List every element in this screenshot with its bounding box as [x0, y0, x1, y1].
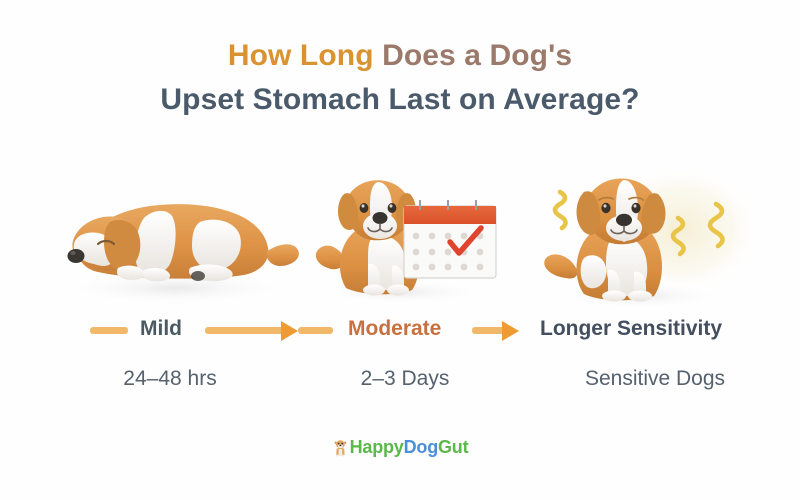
progression-flow-row: Mild Moderate Longer Sensitivity	[0, 312, 800, 346]
caption-longer-duration: Sensitive Dogs	[584, 367, 726, 390]
arrow-shaft-tail	[298, 327, 333, 334]
dog-with-calendar-photo	[310, 160, 510, 315]
logo-text-dog: Dog	[403, 437, 439, 457]
brand-logo[interactable]: HappyDogGut	[0, 434, 800, 460]
arrow-head	[281, 321, 298, 341]
title-line-1: How Long Does a Dog's	[0, 34, 800, 78]
arrow-shaft	[205, 327, 285, 334]
flow-arrow-icon-2	[472, 321, 534, 341]
arrow-shaft	[472, 327, 506, 334]
flow-arrow-icon-1	[205, 321, 335, 341]
dog-logo-icon	[332, 438, 349, 466]
caption-moderate-duration: 2–3 Days	[360, 367, 450, 390]
sleeping-dog-photo	[40, 160, 305, 315]
flow-label-longer-sensitivity: Longer Sensitivity	[540, 317, 723, 340]
logo-text-happy: Happy	[349, 437, 404, 457]
page-title: How Long Does a Dog's Upset Stomach Last…	[0, 34, 800, 122]
flow-label-mild: Mild	[140, 317, 182, 340]
photo-row	[0, 160, 800, 315]
duration-caption-row: 24–48 hrs 2–3 Days Sensitive Dogs	[0, 362, 800, 396]
logo-text-gut: Gut	[438, 437, 469, 457]
arrow-head	[502, 321, 519, 341]
title-secondary-text: Does a Dog's	[382, 39, 573, 72]
title-accent-text: How Long	[227, 39, 383, 72]
flow-label-moderate: Moderate	[348, 317, 442, 340]
caption-mild-duration: 24–48 hrs	[123, 367, 217, 390]
uncomfortable-dog-photo	[530, 160, 770, 315]
title-line-2: Upset Stomach Last on Average?	[160, 83, 640, 116]
flow-start-dash	[90, 327, 128, 334]
